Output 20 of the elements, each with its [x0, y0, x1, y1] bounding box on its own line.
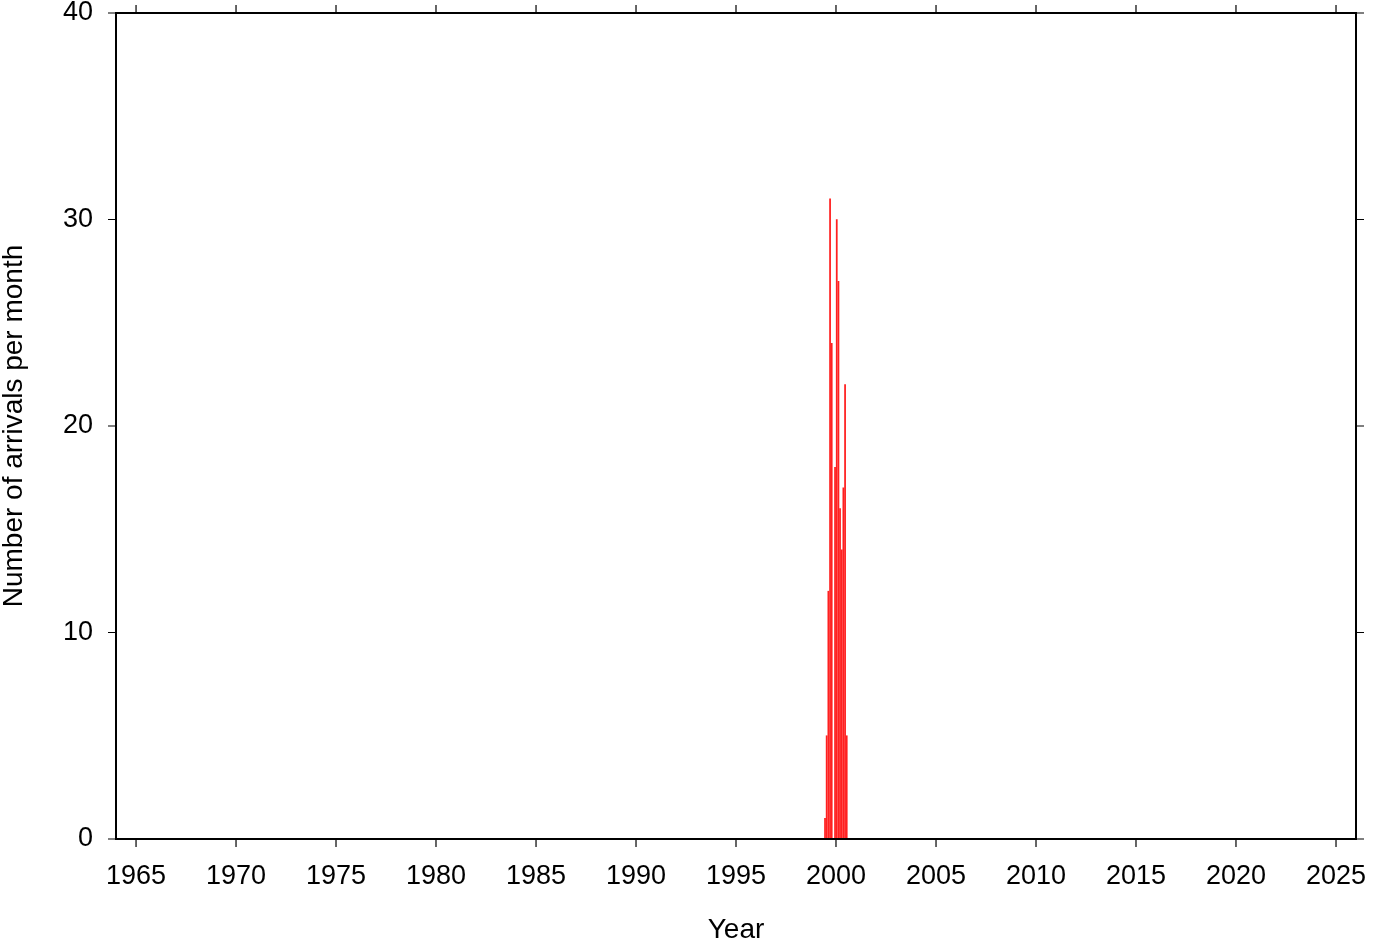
y-tick-label: 0 — [77, 822, 93, 853]
x-tick-label: 2000 — [805, 860, 867, 891]
x-tick-label: 1995 — [705, 860, 767, 891]
y-tick-label: 20 — [62, 409, 93, 440]
x-tick-label: 1990 — [605, 860, 667, 891]
x-tick-label: 2015 — [1105, 860, 1167, 891]
x-tick-label: 1980 — [405, 860, 467, 891]
y-tick-label: 10 — [62, 615, 93, 646]
x-tick-label: 2010 — [1005, 860, 1067, 891]
x-axis-title: Year — [707, 912, 765, 942]
x-tick-label: 1985 — [505, 860, 567, 891]
y-axis-title: Number of arrivals per month — [0, 244, 28, 608]
y-tick-label: 30 — [62, 202, 93, 233]
x-tick-label: 2005 — [905, 860, 967, 891]
x-tick-label: 2020 — [1205, 860, 1267, 891]
y-tick-label: 40 — [62, 0, 93, 27]
x-tick-label: 1965 — [106, 860, 167, 891]
x-tick-label: 1975 — [305, 860, 367, 891]
x-tick-label: 2025 — [1305, 860, 1367, 891]
x-tick-label: 1970 — [205, 860, 267, 891]
